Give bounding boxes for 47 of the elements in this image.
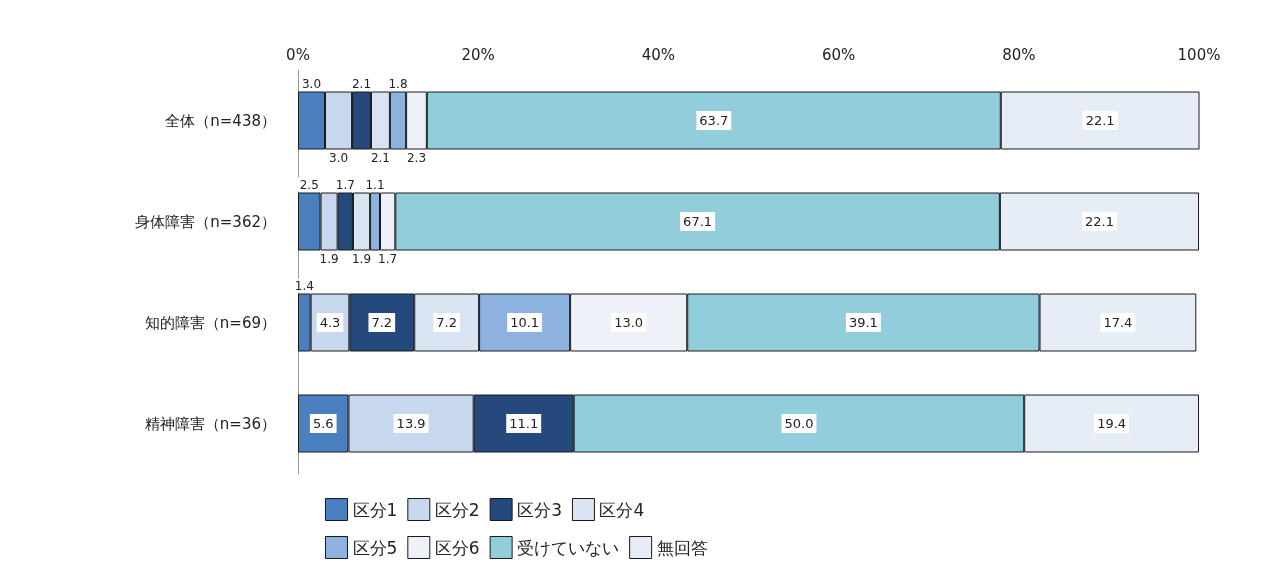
text: 3.0 — [329, 150, 349, 165]
text: 2.1 — [370, 150, 390, 165]
text: 39.1 — [848, 315, 878, 330]
text: 50.0 — [784, 416, 814, 431]
text: 1.7 — [335, 177, 355, 192]
x-tick-label: 80% — [1002, 45, 1036, 64]
legend-label: 受けていない — [517, 537, 620, 558]
legend-label: 区分2 — [434, 499, 480, 520]
legend-label: 区分1 — [352, 499, 398, 520]
text: 1.8 — [388, 76, 408, 91]
text: 7.2 — [371, 315, 393, 330]
text: 22.1 — [1085, 113, 1115, 128]
text: 1.9 — [319, 251, 339, 266]
text: 13.9 — [396, 416, 426, 431]
text: 7.2 — [436, 315, 458, 330]
text: 13.0 — [614, 315, 644, 330]
text: 19.4 — [1097, 416, 1127, 431]
x-tick-label: 20% — [461, 45, 495, 64]
text: 1.9 — [351, 251, 372, 266]
text: 1.7 — [378, 251, 398, 266]
text: 10.1 — [510, 315, 540, 330]
text: 67.1 — [683, 214, 713, 229]
legend-label: 区分6 — [434, 537, 480, 558]
text: 1.4 — [294, 278, 314, 293]
text: 22.1 — [1084, 214, 1114, 229]
x-tick-label: 40% — [641, 45, 676, 64]
text: 2.5 — [299, 177, 319, 192]
x-tick-label: 100% — [1177, 45, 1221, 64]
y-tick-label: 身体障害（n=362） — [135, 212, 276, 231]
text: 1.1 — [365, 177, 385, 192]
text: 63.7 — [699, 113, 729, 128]
text: 2.3 — [406, 150, 427, 165]
y-tick-label: 全体（n=438） — [165, 111, 276, 130]
text: 4.3 — [319, 315, 341, 330]
y-tick-label: 知的障害（n=69） — [144, 313, 276, 332]
legend-label: 無回答 — [656, 537, 708, 558]
x-tick-label: 60% — [821, 45, 856, 64]
text: 2.1 — [351, 76, 372, 91]
text: 5.6 — [312, 416, 334, 431]
y-tick-label: 精神障害（n=36） — [144, 414, 276, 433]
text: 3.0 — [301, 76, 322, 91]
x-tick-label: 0% — [286, 45, 310, 64]
legend-label: 区分3 — [517, 499, 562, 520]
legend-label: 区分5 — [352, 537, 398, 558]
text: 17.4 — [1103, 315, 1133, 330]
text: 11.1 — [509, 416, 539, 431]
legend-label: 区分4 — [599, 499, 645, 520]
